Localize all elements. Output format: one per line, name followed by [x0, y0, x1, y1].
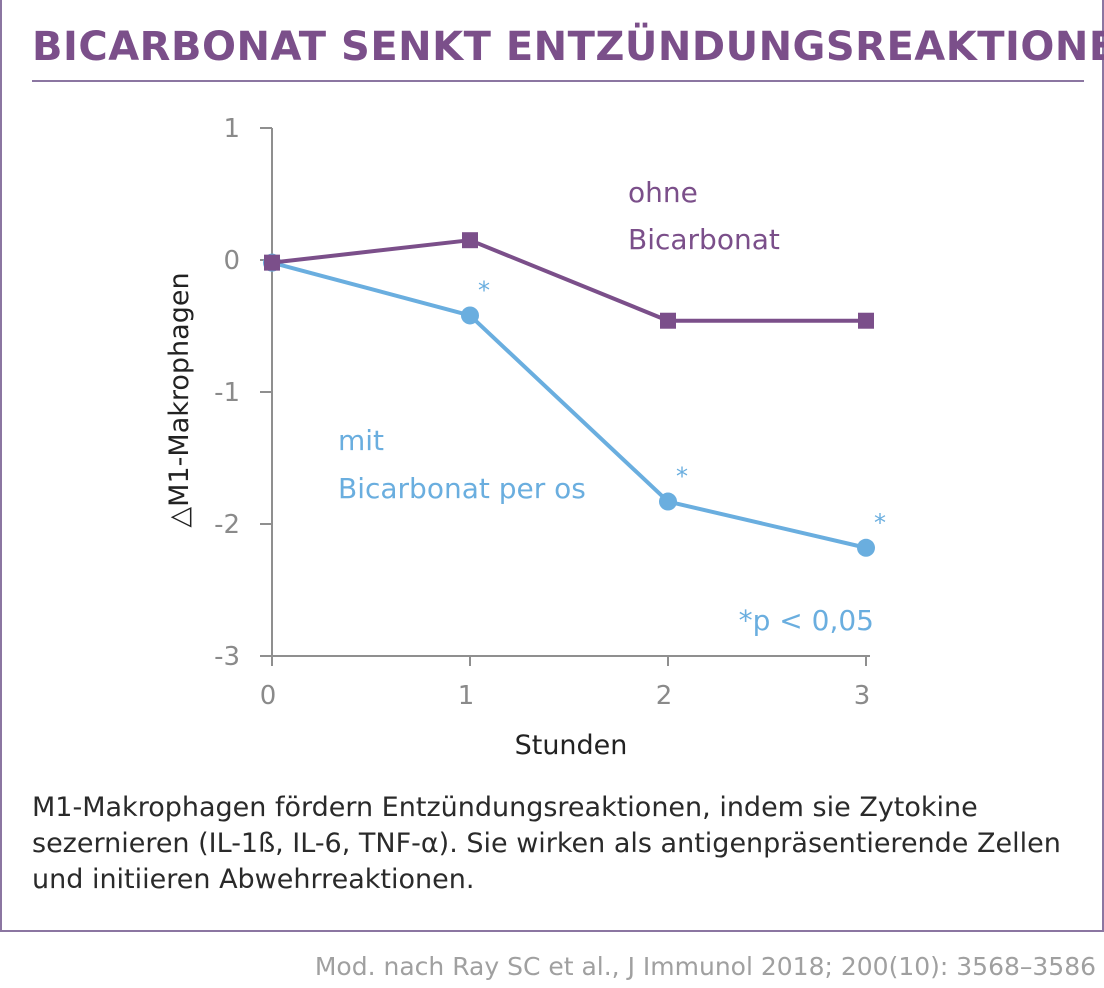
data-point-mit-bicarbonat: [659, 492, 677, 511]
figure-title: BICARBONAT SENKT ENTZÜNDUNGSREAKTIONEN: [32, 24, 1104, 70]
data-point-ohne-bicarbonat: [858, 312, 874, 329]
series-label-mit-bicarbonat: Bicarbonat per os: [338, 472, 586, 505]
series-line-mit-bicarbonat: [270, 260, 868, 550]
figure-frame: [0, 0, 1104, 932]
series-label-ohne-bicarbonat: Bicarbonat: [628, 223, 780, 256]
x-tick-label: 0: [260, 681, 277, 711]
series-label-ohne-bicarbonat: ohne: [628, 176, 698, 209]
y-tick-label: -2: [214, 510, 240, 540]
p-value-annotation: *p < 0,05: [739, 604, 874, 637]
x-tick-label: 2: [656, 681, 673, 711]
data-point-ohne-bicarbonat: [462, 232, 478, 249]
figure-description: M1-Makrophagen fördern Entzündungsreakti…: [32, 792, 1061, 895]
x-axis-title: Stunden: [515, 730, 628, 761]
title-divider: [32, 80, 1084, 82]
series-line-ohne-bicarbonat: [270, 238, 868, 323]
y-tick-label: 1: [223, 114, 240, 144]
line-chart: 1 0 -1 -2 -3 0 1 2 3 Stunden △M1-Makrophagen * * * oh…: [164, 114, 886, 761]
significance-marker: *: [676, 463, 688, 491]
x-tick-label: 3: [854, 681, 871, 711]
y-tick-label: -3: [214, 642, 240, 672]
y-tick-label: 0: [223, 246, 240, 276]
significance-marker: *: [874, 509, 886, 537]
data-point-ohne-bicarbonat: [660, 312, 676, 329]
chart-series: [263, 232, 875, 557]
significance-marker: *: [478, 276, 490, 304]
y-tick-label: -1: [214, 378, 240, 408]
x-tick-label: 1: [458, 681, 475, 711]
data-point-mit-bicarbonat: [461, 306, 479, 325]
data-point-ohne-bicarbonat: [264, 254, 280, 271]
chart-labels: * * * ohne Bicarbonat mit Bicarbonat per os *p …: [338, 176, 886, 637]
y-axis-title: △M1-Makrophagen: [164, 272, 195, 527]
series-label-mit-bicarbonat: mit: [338, 424, 384, 457]
source-citation: Mod. nach Ray SC et al., J Immunol 2018;…: [314, 952, 1096, 981]
data-point-mit-bicarbonat: [857, 538, 875, 557]
chart-axes: 1 0 -1 -2 -3 0 1 2 3 Stunden △M1-Makrophagen: [164, 114, 870, 761]
